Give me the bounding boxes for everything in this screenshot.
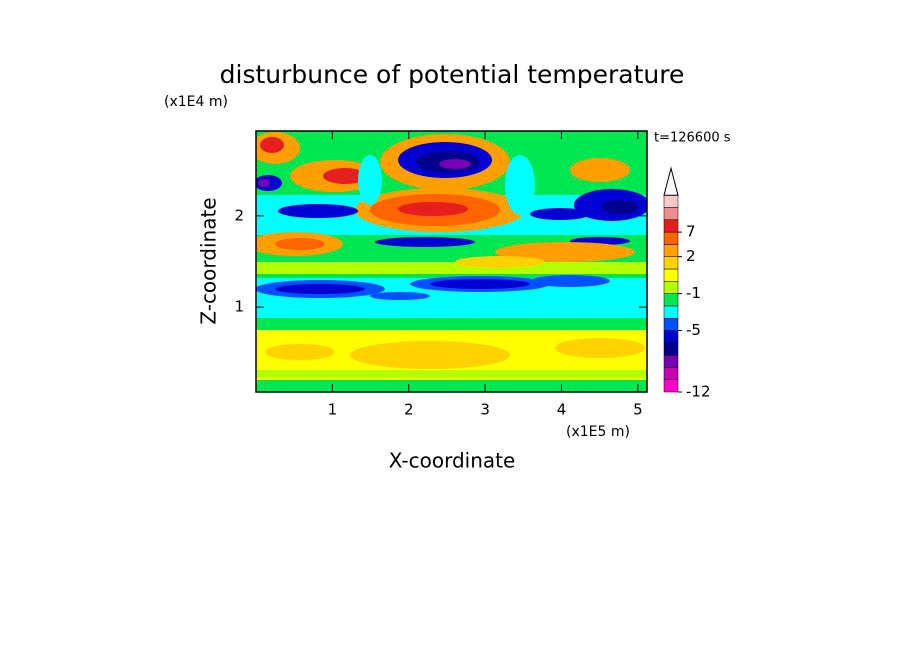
time-label: t=126600 s — [654, 131, 731, 146]
y-tick-label: 1 — [234, 298, 244, 316]
colorbar-segment — [663, 231, 679, 245]
colorbar-segment — [663, 268, 679, 282]
y-unit: (x1E4 m) — [164, 94, 228, 110]
colorbar-segment — [663, 317, 679, 331]
y-tick-label: 2 — [234, 206, 244, 224]
colorbar-segment — [663, 219, 679, 233]
colorbar-segment — [663, 342, 679, 356]
contour-region — [555, 338, 645, 358]
contour-region — [398, 202, 468, 216]
colorbar-segment — [663, 354, 679, 368]
x-tick-label: 1 — [328, 401, 338, 419]
colorbar-segment — [663, 330, 679, 344]
x-unit: (x1E5 m) — [566, 424, 630, 440]
colorbar-segment — [663, 293, 679, 307]
contour-region — [439, 159, 471, 169]
contour-region — [275, 238, 325, 250]
contour-region — [495, 242, 635, 262]
contour-region — [455, 256, 545, 268]
x-tick-label: 4 — [557, 401, 567, 419]
y-axis-label: Z-coordinate — [197, 197, 221, 324]
contour-region — [256, 262, 647, 274]
contour-region — [530, 275, 610, 287]
colorbar-segment — [663, 244, 679, 257]
colorbar-tick-label: 2 — [686, 247, 696, 265]
contour-region — [505, 155, 535, 215]
contour-region — [256, 370, 647, 378]
contour-region — [530, 208, 590, 220]
contour-region — [258, 179, 270, 187]
contour-region — [256, 318, 647, 332]
plot-frame — [255, 130, 648, 393]
colorbar-segment — [663, 305, 679, 319]
contour-region — [256, 380, 647, 392]
x-tick-label: 2 — [404, 401, 414, 419]
contour-region — [375, 237, 475, 247]
contour-region — [260, 137, 284, 153]
contour-field — [256, 131, 647, 392]
colorbar-segment — [663, 367, 679, 380]
colorbar-segment — [663, 194, 679, 208]
colorbar-segment — [663, 281, 679, 294]
colorbar-tick-label: 7 — [686, 223, 696, 241]
contour-region — [358, 155, 382, 205]
contour-region — [323, 168, 367, 184]
contour-region — [570, 158, 630, 182]
x-tick-label: 5 — [633, 401, 643, 419]
colorbar-tick-label: -5 — [686, 321, 701, 339]
colorbar-extension — [663, 166, 679, 196]
contour-region — [602, 200, 638, 214]
colorbar-segment — [663, 207, 679, 221]
x-axis-label: X-coordinate — [389, 449, 516, 473]
chart-title: disturbunce of potential temperature — [220, 60, 685, 89]
contour-region — [370, 292, 430, 300]
contour-region — [278, 204, 358, 218]
colorbar-segment — [663, 256, 679, 270]
colorbar-tick-label: -1 — [686, 284, 701, 302]
contour-region — [265, 344, 335, 360]
x-tick-label: 3 — [480, 401, 490, 419]
contour-region — [350, 341, 510, 369]
contour-region — [430, 279, 530, 289]
colorbar-segment — [663, 379, 679, 393]
colorbar-tick-label: -12 — [686, 383, 711, 401]
contour-region — [275, 284, 365, 294]
